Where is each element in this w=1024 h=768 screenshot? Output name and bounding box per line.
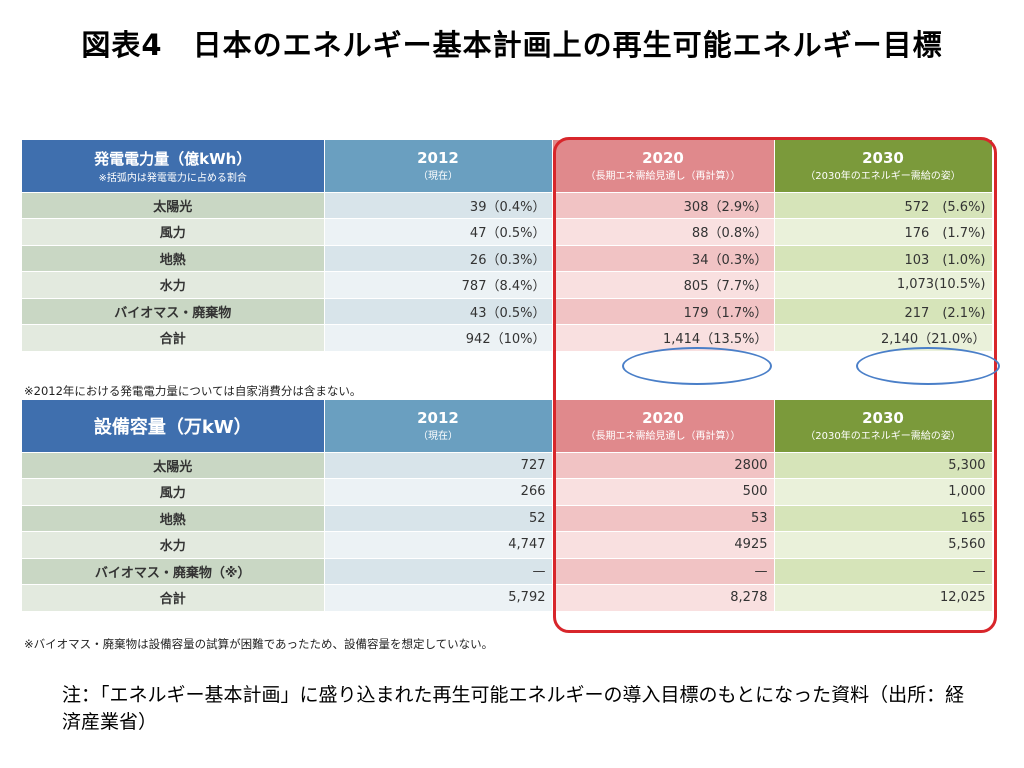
header-main-label: 設備容量（万kW）	[93, 416, 252, 438]
header-main-label: 2020	[642, 149, 684, 168]
row-label: 太陽光	[22, 192, 325, 219]
value-2030: 5,560	[774, 531, 993, 559]
value-2030: 217 (2.1%)	[774, 298, 993, 325]
header-sub-label: （2030年のエネルギー需給の姿）	[805, 431, 961, 443]
value-2020: 1,414（13.5%）	[552, 324, 775, 352]
row-label: 合計	[22, 324, 325, 352]
value-2030: 12,025	[774, 584, 993, 612]
row-label: 太陽光	[22, 452, 325, 479]
value-2012: 942（10%）	[324, 324, 553, 352]
header-sub-label: （現在）	[418, 171, 458, 183]
table-row: 地熱 52 53 165	[22, 505, 993, 532]
header-sub-label: （長期エネ需給見通し（再計算））	[585, 431, 741, 443]
header-cell-category: 発電電力量（億kWh） ※括弧内は発電電力に占める割合	[22, 140, 325, 193]
header-main-label: 発電電力量（億kWh）	[94, 149, 252, 168]
value-2012: 26（0.3%）	[324, 245, 553, 272]
power-generation-table: 発電電力量（億kWh） ※括弧内は発電電力に占める割合 2012 （現在） 20…	[22, 140, 993, 352]
row-label: 水力	[22, 271, 325, 299]
value-2030: 2,140（21.0%）	[774, 324, 993, 352]
value-2020: 500	[552, 478, 775, 506]
value-2012: 43（0.5%）	[324, 298, 553, 325]
source-note: 注：「エネルギー基本計画」に盛り込まれた再生可能エネルギーの導入目標のもとになっ…	[62, 684, 965, 733]
value-2012: 727	[324, 452, 553, 479]
table1-footnote: ※2012年における発電電力量については自家消費分は含まない。	[24, 384, 362, 398]
value-2012: 52	[324, 505, 553, 532]
table-row: バイオマス・廃棄物（※） — — —	[22, 558, 993, 585]
header-main-label: 2030	[862, 149, 904, 168]
value-2020: 805（7.7%）	[552, 271, 775, 299]
value-2030: 5,300	[774, 452, 993, 479]
value-2030: 103 (1.0%)	[774, 245, 993, 272]
value-2030: 165	[774, 505, 993, 532]
capacity-table: 設備容量（万kW） 2012 （現在） 2020 （長期エネ需給見通し（再計算）…	[22, 400, 993, 612]
table-row: 太陽光 727 2800 5,300	[22, 452, 993, 479]
page-title: 図表4 日本のエネルギー基本計画上の再生可能エネルギー目標	[81, 28, 943, 62]
header-cell-2020: 2020 （長期エネ需給見通し（再計算））	[552, 400, 775, 453]
value-2020: 308（2.9%）	[552, 192, 775, 219]
value-2020: 53	[552, 505, 775, 532]
header-sub-label: （長期エネ需給見通し（再計算））	[585, 171, 741, 183]
header-main-label: 2012	[417, 149, 459, 168]
header-cell-2012: 2012 （現在）	[324, 400, 553, 453]
value-2012: 4,747	[324, 531, 553, 559]
header-main-label: 2020	[642, 409, 684, 428]
table-row: 風力 266 500 1,000	[22, 478, 993, 506]
header-sub-label: （現在）	[418, 431, 458, 443]
value-2030: 176 (1.7%)	[774, 218, 993, 246]
value-2030: —	[774, 558, 993, 585]
row-label: 合計	[22, 584, 325, 612]
value-2030: 572 (5.6%)	[774, 192, 993, 219]
value-2030: 1,000	[774, 478, 993, 506]
table-row-total: 合計 942（10%） 1,414（13.5%） 2,140（21.0%）	[22, 324, 993, 352]
header-cell-2012: 2012 （現在）	[324, 140, 553, 193]
header-cell-2020: 2020 （長期エネ需給見通し（再計算））	[552, 140, 775, 193]
value-2012: —	[324, 558, 553, 585]
value-2020: 2800	[552, 452, 775, 479]
highlight-ellipse-2030-total	[856, 347, 1000, 385]
header-sub-label: （2030年のエネルギー需給の姿）	[805, 171, 961, 183]
row-label: 風力	[22, 478, 325, 506]
value-2020: —	[552, 558, 775, 585]
value-2020: 88（0.8%）	[552, 218, 775, 246]
header-cell-2030: 2030 （2030年のエネルギー需給の姿）	[774, 400, 993, 453]
highlight-ellipse-2020-total	[622, 347, 772, 385]
header-sub-label: ※括弧内は発電電力に占める割合	[98, 172, 247, 184]
row-label: バイオマス・廃棄物	[22, 298, 325, 325]
table-row: バイオマス・廃棄物 43（0.5%） 179（1.7%） 217 (2.1%)	[22, 298, 993, 325]
value-2012: 5,792	[324, 584, 553, 612]
header-main-label: 2030	[862, 409, 904, 428]
table-row: 水力 4,747 4925 5,560	[22, 531, 993, 559]
row-label: 地熱	[22, 505, 325, 532]
value-2012: 47（0.5%）	[324, 218, 553, 246]
table-header-row: 発電電力量（億kWh） ※括弧内は発電電力に占める割合 2012 （現在） 20…	[22, 140, 993, 193]
table-row: 地熱 26（0.3%） 34（0.3%） 103 (1.0%)	[22, 245, 993, 272]
table-row: 水力 787（8.4%） 805（7.7%） 1,073(10.5%)	[22, 271, 993, 299]
value-2020: 8,278	[552, 584, 775, 612]
table-row: 太陽光 39（0.4%） 308（2.9%） 572 (5.6%)	[22, 192, 993, 219]
row-label: 風力	[22, 218, 325, 246]
table2-footnote: ※バイオマス・廃棄物は設備容量の試算が困難であったため、設備容量を想定していない…	[24, 637, 494, 651]
table-row: 風力 47（0.5%） 88（0.8%） 176 (1.7%)	[22, 218, 993, 246]
table-row-total: 合計 5,792 8,278 12,025	[22, 584, 993, 612]
row-label: 地熱	[22, 245, 325, 272]
table-header-row: 設備容量（万kW） 2012 （現在） 2020 （長期エネ需給見通し（再計算）…	[22, 400, 993, 453]
value-2012: 39（0.4%）	[324, 192, 553, 219]
value-2030: 1,073(10.5%)	[774, 271, 993, 299]
value-2020: 4925	[552, 531, 775, 559]
header-main-label: 2012	[417, 409, 459, 428]
row-label: 水力	[22, 531, 325, 559]
value-2020: 34（0.3%）	[552, 245, 775, 272]
value-2012: 787（8.4%）	[324, 271, 553, 299]
header-cell-category: 設備容量（万kW）	[22, 400, 325, 453]
value-2012: 266	[324, 478, 553, 506]
value-2020: 179（1.7%）	[552, 298, 775, 325]
row-label: バイオマス・廃棄物（※）	[22, 558, 325, 585]
header-cell-2030: 2030 （2030年のエネルギー需給の姿）	[774, 140, 993, 193]
